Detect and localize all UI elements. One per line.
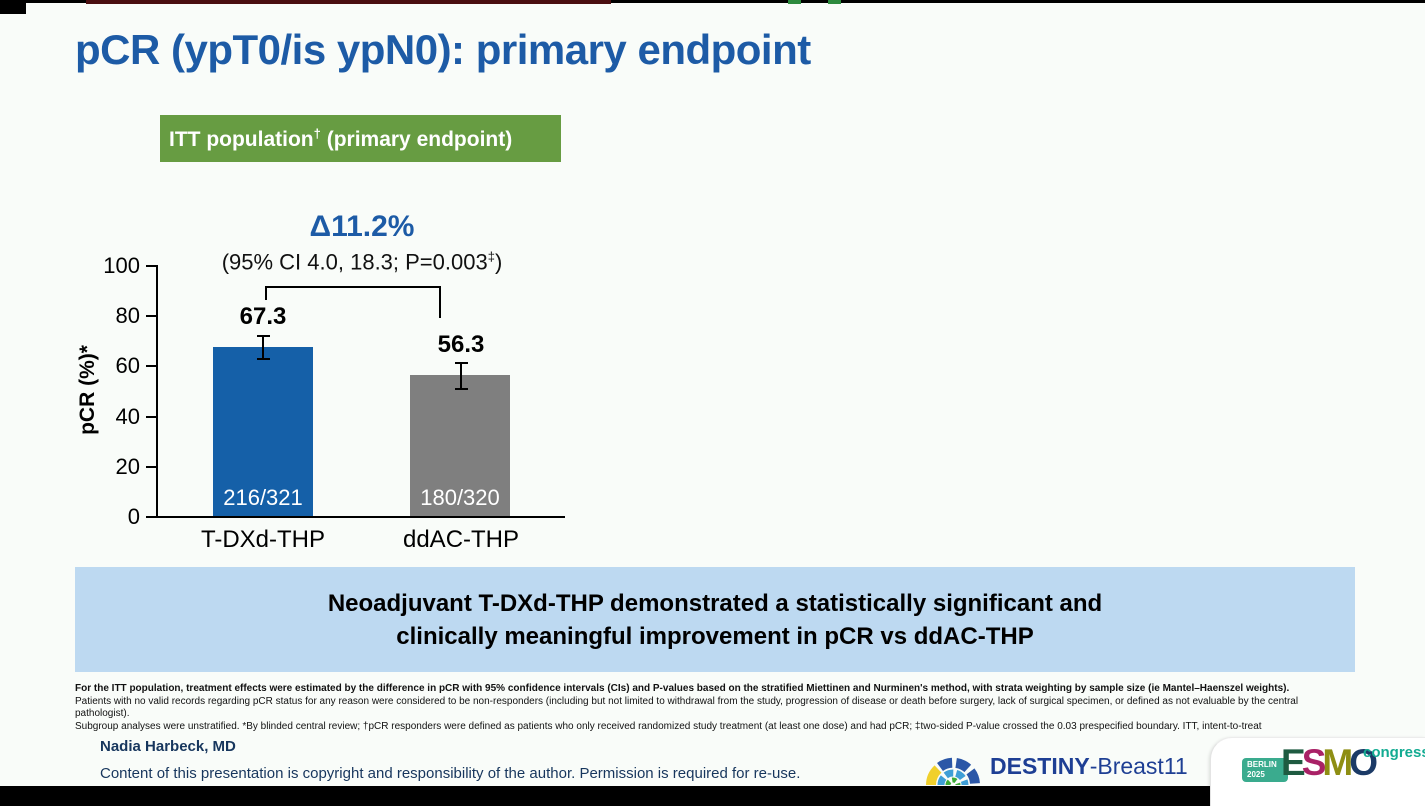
error-bar-cap (257, 358, 270, 361)
conclusion-line-2: clinically meaningful improvement in pCR… (396, 622, 1034, 650)
ci-text: (95% CI 4.0, 18.3; P=0.003 (221, 249, 488, 275)
x-category-ddac: ddAC-THP (402, 526, 520, 553)
y-axis (156, 265, 158, 517)
error-bar-cap (257, 334, 270, 337)
x-category-tdxd: T-DXd-THP (200, 526, 325, 553)
esmo-berlin-badge: BERLIN 2025 (1242, 758, 1288, 782)
value-label: 67.3 (239, 303, 287, 330)
error-bar-cap (455, 361, 468, 364)
y-tick-label: 80 (115, 303, 140, 329)
y-tick-label: 20 (115, 453, 140, 479)
y-tick-mark (146, 415, 156, 418)
footnote-line-2: Patients with no valid records regarding… (75, 695, 1299, 720)
badge-dagger: † (313, 125, 321, 141)
bar-fraction-label: 216/321 (223, 484, 303, 510)
destiny-fan-icon (926, 757, 981, 786)
y-tick-label: 0 (127, 504, 140, 529)
badge-text: ITT population (169, 127, 314, 151)
destiny-rest: -Breast11 (1089, 752, 1188, 779)
destiny-logo-text: DESTINY-Breast11 (990, 753, 1188, 780)
error-bar (262, 334, 264, 361)
ci-text-tail: ) (494, 249, 503, 275)
esmo-wordmark: ESMO (1281, 742, 1378, 784)
esmo-congress-logo: BERLIN 2025 ESMO congress (1210, 737, 1425, 806)
y-tick-mark (146, 365, 156, 368)
y-tick-mark (146, 265, 156, 267)
footnote-line-1: For the ITT population, treatment effect… (75, 683, 1290, 694)
top-border (0, 0, 1425, 3)
value-label: 56.3 (437, 331, 485, 358)
esmo-year: 2025 (1247, 770, 1265, 779)
badge-text-tail: (primary endpoint) (320, 127, 513, 151)
y-tick-mark (146, 315, 156, 318)
y-tick-mark (146, 516, 156, 518)
page-title: pCR (ypT0/is ypN0): primary endpoint (75, 26, 811, 73)
destiny-breast11-logo: DESTINY-Breast11 (922, 733, 1188, 791)
y-tick-mark (146, 465, 156, 468)
bar-tdxd-thp: 216/321 (213, 347, 313, 516)
top-green-dash (828, 0, 841, 4)
bar-fraction-label: 180/320 (420, 484, 500, 510)
top-border-red-segment (86, 0, 611, 4)
comparison-bracket-right (439, 286, 441, 318)
esmo-congress-label: congress (1363, 744, 1425, 761)
population-badge: ITT population† (primary endpoint) (160, 115, 561, 162)
x-axis (150, 516, 565, 518)
esmo-letter-s: S (1301, 742, 1327, 783)
top-left-corner (0, 0, 26, 14)
error-bar-cap (455, 387, 468, 390)
top-green-dash (788, 0, 801, 4)
conclusion-line-1: Neoadjuvant T-DXd-THP demonstrated a sta… (327, 589, 1103, 617)
y-tick-label: 100 (103, 253, 140, 278)
error-bar (460, 361, 462, 390)
conclusion-banner: Neoadjuvant T-DXd-THP demonstrated a sta… (75, 567, 1355, 672)
ci-annotation: (95% CI 4.0, 18.3; P=0.003‡) (182, 249, 542, 275)
esmo-city: BERLIN (1247, 760, 1277, 769)
esmo-letter-o: O (1349, 742, 1378, 783)
esmo-letter-e: E (1281, 742, 1306, 783)
footnote-line-3: Subgroup analyses were unstratified. *By… (75, 720, 1262, 732)
comparison-bracket-left (265, 286, 267, 300)
ci-double-dagger: ‡ (487, 249, 495, 264)
delta-annotation: Δ11.2% (309, 210, 415, 243)
footnotes: For the ITT population, treatment effect… (75, 683, 1355, 733)
author-name: Nadia Harbeck, MD (100, 738, 236, 755)
bottom-black-bar (0, 786, 1210, 806)
copyright-notice: Content of this presentation is copyrigh… (100, 765, 801, 782)
bar-ddac-thp: 180/320 (410, 374, 510, 516)
y-tick-label: 60 (115, 353, 140, 379)
comparison-bracket (265, 286, 441, 288)
esmo-letter-m: M (1322, 742, 1353, 783)
y-tick-label: 40 (115, 403, 140, 429)
destiny-bold: DESTINY (990, 752, 1090, 779)
